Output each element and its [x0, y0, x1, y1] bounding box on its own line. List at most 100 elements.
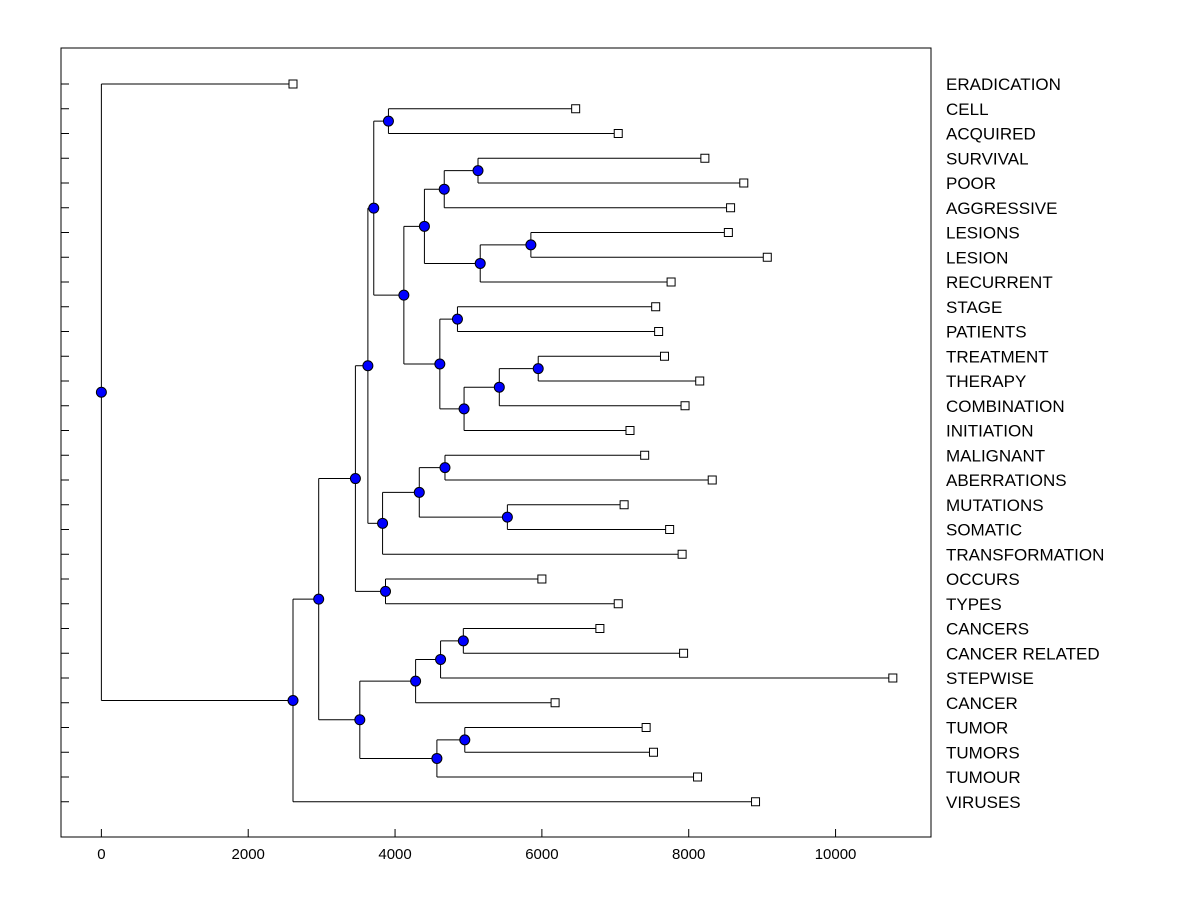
leaf-label: TYPES [946, 595, 1002, 614]
leaf-label: AGGRESSIVE [946, 199, 1057, 218]
leaf-label: TUMORS [946, 743, 1020, 762]
leaf-marker [680, 401, 690, 411]
leaf-label: MALIGNANT [946, 446, 1045, 465]
leaf-marker [679, 648, 689, 658]
leaf-label: TRANSFORMATION [946, 545, 1104, 564]
leaf-label: OCCURS [946, 570, 1020, 589]
leaf-marker [707, 475, 717, 485]
merge-node [95, 386, 107, 398]
merge-node [434, 358, 446, 370]
merge-node [459, 734, 471, 746]
merge-nodes [95, 115, 544, 764]
leaf-label: ERADICATION [946, 75, 1061, 94]
leaf-marker [640, 450, 650, 460]
merge-node [457, 635, 469, 647]
leaf-label: CANCER [946, 694, 1018, 713]
leaf-label: TREATMENT [946, 347, 1049, 366]
merge-node [525, 239, 537, 251]
leaf-marker [648, 747, 658, 757]
leaf-marker [666, 277, 676, 287]
leaf-marker [641, 723, 651, 732]
leaf-label: INITIATION [946, 422, 1034, 441]
merge-node [380, 585, 392, 597]
leaf-label: TUMOR [946, 719, 1008, 738]
leaf-label: ACQUIRED [946, 125, 1036, 144]
x-tick-label: 10000 [815, 846, 857, 863]
leaf-marker [677, 549, 687, 559]
merge-node [431, 752, 443, 764]
plot-frame [60, 47, 932, 838]
leaf-label: VIRUSES [946, 793, 1021, 812]
leaf-markers [288, 79, 898, 807]
merge-node [472, 165, 484, 177]
leaf-label: PATIENTS [946, 323, 1027, 342]
leaf-marker [665, 525, 675, 534]
merge-node [377, 517, 389, 529]
merge-node [313, 593, 325, 605]
merge-node [435, 653, 447, 665]
leaf-marker [571, 104, 581, 114]
leaf-label: COMBINATION [946, 397, 1065, 416]
x-tick-label: 8000 [672, 846, 705, 863]
merge-node [501, 511, 513, 523]
leaf-label: CANCERS [946, 620, 1029, 639]
merge-node [349, 473, 361, 485]
axis-ticks: 0 2000 4000 6000 8000 10000 [61, 83, 857, 863]
leaf-marker [595, 624, 605, 633]
merge-node [287, 694, 299, 706]
merge-node [458, 403, 470, 415]
leaf-label: SOMATIC [946, 521, 1022, 540]
merge-node [418, 220, 430, 232]
merge-node [398, 289, 410, 301]
leaf-label: LESION [946, 248, 1008, 267]
leaf-marker [751, 797, 761, 807]
merge-node [362, 360, 374, 372]
leaf-label: CELL [946, 100, 989, 119]
leaf-marker [537, 574, 547, 584]
x-tick-label: 2000 [232, 846, 265, 863]
leaf-marker [625, 426, 635, 435]
leaf-label: STAGE [946, 298, 1002, 317]
leaf-marker [739, 178, 749, 188]
leaf-label: ABERRATIONS [946, 471, 1067, 490]
leaf-label: MUTATIONS [946, 496, 1044, 515]
leaf-marker [659, 351, 669, 361]
leaf-marker [613, 599, 623, 609]
leaf-label: TUMOUR [946, 768, 1021, 787]
leaf-label: CANCER RELATED [946, 644, 1100, 663]
leaf-label: STEPWISE [946, 669, 1034, 688]
leaf-marker [762, 252, 772, 262]
leaf-label: SURVIVAL [946, 149, 1029, 168]
leaf-marker [723, 228, 733, 237]
leaf-labels: ERADICATION CELL ACQUIRED SURVIVAL POOR AGGRE… [946, 75, 1104, 812]
leaf-marker [726, 203, 736, 213]
x-tick-label: 0 [97, 846, 105, 863]
merge-node [493, 381, 505, 393]
leaf-marker [693, 772, 703, 782]
leaf-marker [613, 129, 623, 138]
merge-node [474, 257, 486, 269]
leaf-marker [619, 500, 629, 510]
leaf-marker [651, 302, 661, 312]
merge-node [439, 462, 451, 474]
merge-node [438, 183, 450, 195]
merge-node [451, 313, 463, 325]
leaf-label: LESIONS [946, 224, 1020, 243]
leaf-marker [695, 376, 705, 386]
leaf-marker [550, 698, 560, 708]
leaf-marker [700, 153, 710, 163]
merge-node [354, 714, 366, 726]
merge-node [410, 675, 422, 687]
leaf-label: POOR [946, 174, 996, 193]
x-tick-label: 4000 [378, 846, 411, 863]
leaf-marker [288, 79, 298, 89]
merge-node [532, 363, 544, 375]
leaf-label: RECURRENT [946, 273, 1053, 292]
merge-node [382, 115, 394, 127]
leaf-marker [888, 673, 898, 683]
leaf-label: THERAPY [946, 372, 1026, 391]
x-tick-label: 6000 [525, 846, 558, 863]
leaf-marker [654, 327, 664, 336]
merge-node [413, 486, 425, 498]
